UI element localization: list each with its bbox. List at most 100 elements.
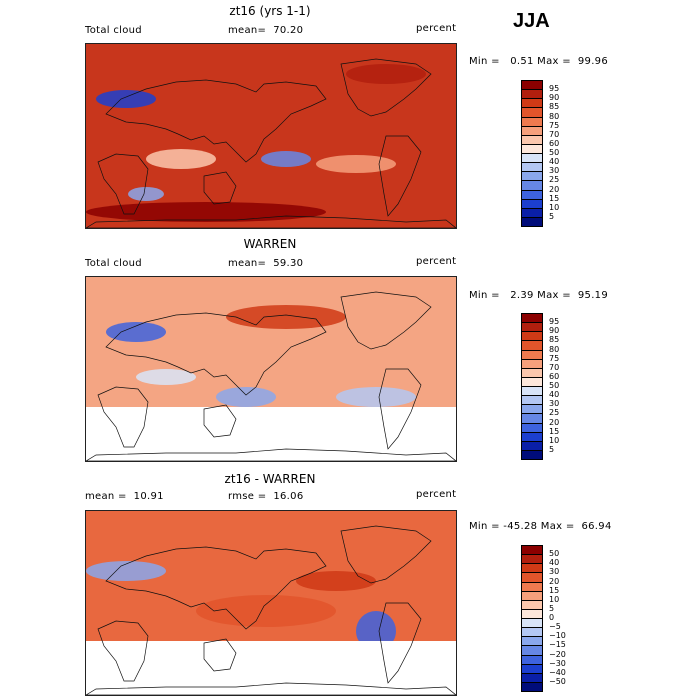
colorbar-tick-label: 5	[549, 444, 555, 454]
panel-1-colorbar: 95 90 85 80 75 70 60 50 40 30 25 20 15 10 5	[521, 80, 559, 227]
cloud-anomaly-region	[226, 305, 346, 329]
colorbar-tick-label: 80	[549, 344, 560, 354]
colorbar-tick-label: −50	[549, 676, 566, 686]
panel-2-minmax: Min = 2.39 Max = 95.19	[469, 290, 608, 301]
colorbar-tick-label: 40	[549, 390, 560, 400]
colorbar-tick-label: 30	[549, 399, 560, 409]
colorbar-tick-label: 90	[549, 93, 560, 103]
coastline	[86, 448, 456, 461]
colorbar-tick-label: 50	[549, 381, 560, 390]
cloud-anomaly-region	[296, 571, 376, 591]
colorbar-tick-label: 25	[549, 175, 560, 185]
panel-3-rmse-label: rmse = 16.06	[228, 491, 304, 502]
colorbar-tick-label: 50	[549, 549, 560, 559]
coastline	[105, 312, 327, 396]
coastline	[203, 171, 237, 205]
missing-data-region	[86, 641, 456, 695]
cloud-anomaly-region	[316, 155, 396, 173]
panel-2-units-label: percent	[416, 256, 457, 267]
panel-2-title: WARREN	[243, 237, 297, 251]
colorbar-tick-label: −20	[549, 649, 566, 659]
colorbar-tick-label: 20	[549, 417, 560, 427]
colorbar-tick-label: 70	[549, 129, 560, 139]
colorbar-tick-label: 20	[549, 576, 560, 586]
cloud-anomaly-region	[136, 369, 196, 385]
panel-3-units-label: percent	[416, 489, 457, 500]
map-field	[86, 277, 456, 461]
colorbar-tick-label: 15	[549, 585, 560, 595]
cloud-anomaly-region	[336, 387, 416, 407]
colorbar-tick-label: −30	[549, 658, 566, 668]
panel-1-variable-label: Total cloud	[85, 25, 142, 36]
panel-3-title: zt16 - WARREN	[224, 472, 316, 486]
coastline	[340, 291, 432, 350]
panel-1-minmax: Min = 0.51 Max = 99.96	[469, 56, 608, 67]
colorbar-tick-label: 40	[549, 558, 560, 568]
coastline	[340, 58, 432, 117]
colorbar-tick-label: 60	[549, 371, 560, 381]
coastline	[105, 546, 327, 630]
season-label: JJA	[513, 10, 550, 32]
colorbar-tick-label: 60	[549, 138, 560, 148]
colorbar-tick-label: 95	[549, 317, 560, 327]
colorbar-tick-label: 90	[549, 326, 560, 336]
cloud-anomaly-region	[196, 595, 336, 627]
colorbar-tick-label: 75	[549, 353, 560, 363]
colorbar-tick-label: 10	[549, 594, 560, 604]
colorbar-tick-label: 85	[549, 335, 560, 345]
missing-data-region	[86, 407, 456, 461]
colorbar-tick-label: 85	[549, 102, 560, 112]
coastline	[105, 79, 327, 163]
colorbar-tick-label: −40	[549, 667, 566, 677]
colorbar-tick-label: 50	[549, 148, 560, 157]
map-field	[86, 44, 456, 228]
colorbar-tick-label: 10	[549, 435, 560, 445]
colorbar-tick-label: −15	[549, 640, 566, 650]
colorbar-tick-label: 30	[549, 567, 560, 577]
colorbar-tick-label: 70	[549, 362, 560, 372]
panel-1-title: zt16 (yrs 1-1)	[229, 4, 311, 18]
colorbar-tick-label: 20	[549, 184, 560, 194]
colorbar-swatch	[521, 681, 543, 692]
panel-3-minmax: Min = -45.28 Max = 66.94	[469, 521, 612, 532]
colorbar-tick-label: −10	[549, 631, 566, 641]
colorbar-tick-label: 0	[549, 613, 555, 622]
cloud-anomaly-region	[86, 202, 326, 222]
colorbar-tick-label: 10	[549, 202, 560, 212]
colorbar-tick-label: 40	[549, 157, 560, 167]
panel-2-variable-label: Total cloud	[85, 258, 142, 269]
coastline	[97, 620, 149, 682]
coastline	[340, 525, 432, 584]
colorbar-swatch	[521, 216, 543, 227]
colorbar-tick-label: 15	[549, 193, 560, 203]
colorbar-swatch	[521, 449, 543, 460]
panel-3-colorbar: 50 40 30 20 15 10 5 0 −5 −10 −15 −20 −30 −40 −50	[521, 545, 566, 692]
colorbar-tick-label: 5	[549, 211, 555, 221]
panel-2-mean-label: mean= 59.30	[228, 258, 304, 269]
map-field	[86, 511, 456, 695]
cloud-anomaly-region	[86, 561, 166, 581]
panel-1-units-label: percent	[416, 23, 457, 34]
cloud-anomaly-region	[146, 149, 216, 169]
panel-1-map	[85, 43, 457, 229]
cloud-anomaly-region	[96, 90, 156, 108]
panel-3-map	[85, 510, 457, 696]
colorbar-tick-label: 30	[549, 166, 560, 176]
coastline	[86, 215, 456, 228]
colorbar-tick-label: −5	[549, 622, 561, 632]
panel-2-map	[85, 276, 457, 462]
coastline	[97, 386, 149, 448]
cloud-anomaly-region	[261, 151, 311, 167]
cloud-anomaly-region	[216, 387, 276, 407]
coastline	[378, 135, 422, 217]
coastline	[86, 682, 456, 695]
colorbar-tick-label: 15	[549, 426, 560, 436]
colorbar-tick-label: 75	[549, 120, 560, 130]
coastline	[203, 404, 237, 438]
colorbar-tick-label: 5	[549, 603, 555, 613]
colorbar-tick-label: 95	[549, 84, 560, 94]
panel-1-mean-label: mean= 70.20	[228, 25, 304, 36]
coastline	[97, 153, 149, 215]
colorbar-tick-label: 80	[549, 111, 560, 121]
cloud-anomaly-region	[106, 322, 166, 342]
